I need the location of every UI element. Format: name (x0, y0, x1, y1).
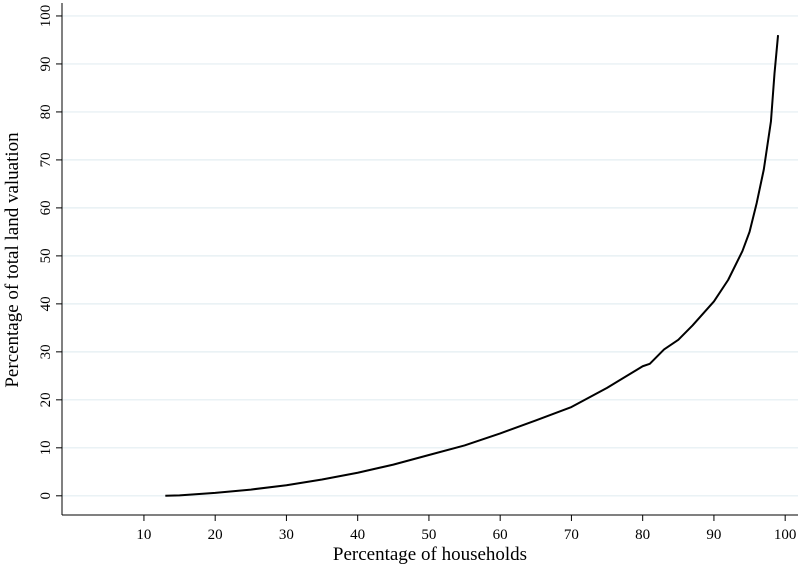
x-tick-label: 60 (493, 527, 508, 543)
y-tick-label: 70 (38, 152, 54, 167)
x-axis-label: Percentage of households (333, 544, 527, 565)
x-tick-label: 70 (564, 527, 579, 543)
y-tick-label: 50 (38, 248, 54, 263)
x-tick-label: 10 (136, 527, 151, 543)
x-tick-label: 40 (350, 527, 365, 543)
x-tick-label: 30 (279, 527, 294, 543)
y-tick-label: 40 (38, 296, 54, 311)
x-tick-label: 20 (208, 527, 223, 543)
x-tick-label: 80 (635, 527, 650, 543)
line-series (165, 35, 780, 497)
y-tick-label: 90 (38, 56, 54, 71)
x-tick-label: 50 (421, 527, 436, 543)
x-tick-label: 90 (706, 527, 721, 543)
y-tick-label: 30 (38, 344, 54, 359)
y-tick-label: 100 (38, 5, 54, 28)
y-tick-label: 0 (38, 492, 54, 500)
x-tick-label: 100 (774, 527, 797, 543)
y-axis-label: Percentage of total land valuation (2, 132, 23, 388)
y-tick-label: 10 (38, 440, 54, 455)
y-tick-label: 20 (38, 392, 54, 407)
y-tick-label: 80 (38, 104, 54, 119)
y-tick-label: 60 (38, 200, 54, 215)
